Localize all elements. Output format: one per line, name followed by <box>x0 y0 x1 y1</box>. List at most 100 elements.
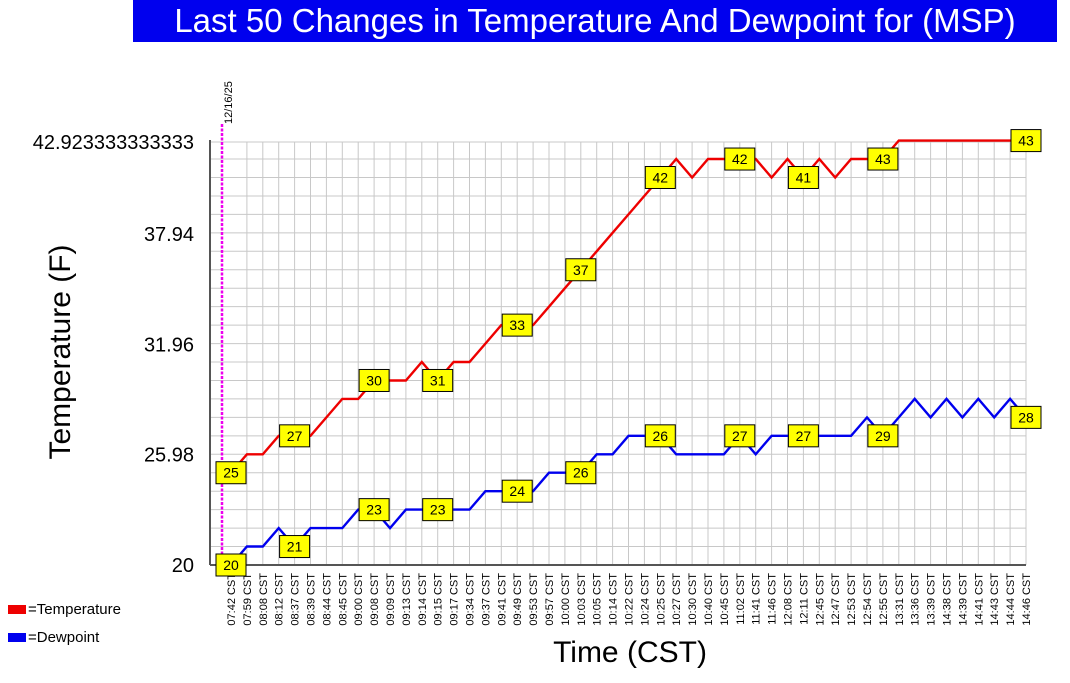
data-label-box <box>644 424 676 448</box>
y-axis-label: Temperature (F) <box>44 244 77 459</box>
x-tick-label: 09:08 CST <box>369 573 381 626</box>
x-tick-label: 08:44 CST <box>321 573 333 626</box>
data-label-box <box>787 165 819 189</box>
x-tick-label: 12:53 CST <box>846 573 858 626</box>
data-label-text: 42 <box>732 151 748 167</box>
x-tick-label: 09:57 CST <box>544 573 556 626</box>
data-label-box <box>501 479 533 503</box>
x-tick-label: 08:08 CST <box>258 573 270 626</box>
data-label-text: 43 <box>1018 133 1034 149</box>
y-tick-label: 31.96 <box>144 334 194 356</box>
x-tick-label: 11:41 CST <box>751 573 763 625</box>
x-tick-label: 11:02 CST <box>735 573 747 625</box>
data-label-text: 42 <box>653 169 669 185</box>
x-tick-label: 09:41 CST <box>496 573 508 626</box>
data-label-box <box>787 424 819 448</box>
y-tick-label: 20 <box>172 555 194 577</box>
data-label-temperature: 43 <box>867 147 899 171</box>
chart-axes <box>209 140 1026 566</box>
x-tick-label: 09:09 CST <box>385 573 397 626</box>
x-tick-label: 10:05 CST <box>592 573 604 626</box>
y-tick-label: 37.94 <box>144 224 194 246</box>
x-tick-label: 13:31 CST <box>894 573 906 626</box>
x-tick-label: 09:00 CST <box>353 573 365 626</box>
data-label-temperature: 37 <box>565 258 597 282</box>
data-label-dewpoint: 28 <box>1010 405 1042 429</box>
x-tick-label: 10:30 CST <box>687 573 699 626</box>
x-tick-label: 13:39 CST <box>926 573 938 626</box>
x-tick-label: 10:03 CST <box>576 573 588 626</box>
x-tick-label: 09:34 CST <box>465 573 477 626</box>
data-label-box <box>1010 405 1042 429</box>
x-tick-label: 12:55 CST <box>878 573 890 626</box>
series-line-temperature <box>230 139 1026 474</box>
data-label-dewpoint: 20 <box>215 553 247 577</box>
data-label-text: 23 <box>366 502 382 518</box>
x-tick-label: 14:43 CST <box>989 573 1001 626</box>
data-label-box <box>724 424 756 448</box>
chart-grid <box>210 141 1027 565</box>
x-axis-ticks: 07:42 CST 07:59 CST 08:08 CST 08:12 CST 08:3… <box>226 573 1033 626</box>
data-label-text: 28 <box>1018 409 1034 425</box>
data-label-box <box>867 147 899 171</box>
x-tick-label: 10:27 CST <box>671 573 683 626</box>
data-label-box <box>422 498 454 522</box>
data-label-temperature: 31 <box>422 368 454 392</box>
y-tick-label: 42.923333333333 <box>33 132 194 154</box>
x-tick-label: 10:25 CST <box>655 573 667 626</box>
data-label-box <box>215 461 247 485</box>
data-label-text: 20 <box>223 557 239 573</box>
x-tick-label: 09:37 CST <box>480 573 492 626</box>
x-tick-label: 09:14 CST <box>417 573 429 626</box>
data-label-box <box>565 258 597 282</box>
data-label-dewpoint: 21 <box>279 535 311 559</box>
data-label-temperature: 33 <box>501 313 533 337</box>
data-label-text: 30 <box>366 372 382 388</box>
data-label-temperature: 41 <box>787 165 819 189</box>
data-label-text: 41 <box>796 169 812 185</box>
x-tick-label: 11:46 CST <box>767 573 779 625</box>
data-label-text: 31 <box>430 372 446 388</box>
data-label-box <box>867 424 899 448</box>
data-label-text: 27 <box>287 428 303 444</box>
data-label-text: 26 <box>573 465 589 481</box>
chart-title: Last 50 Changes in Temperature And Dewpo… <box>133 0 1057 42</box>
date-marker-label: 12/16/25 <box>223 81 235 124</box>
data-labels: 25 27 30 31 33 37 42 42 41 43 43 20 21 23 23 24 26 26 27 27… <box>215 129 1042 577</box>
x-tick-label: 14:39 CST <box>957 573 969 626</box>
x-tick-label: 10:14 CST <box>608 573 620 626</box>
data-label-dewpoint: 26 <box>565 461 597 485</box>
data-label-box <box>422 368 454 392</box>
data-label-text: 29 <box>875 428 891 444</box>
x-tick-label: 14:44 CST <box>1005 573 1017 626</box>
data-label-dewpoint: 23 <box>358 498 390 522</box>
x-tick-label: 09:17 CST <box>449 573 461 626</box>
data-label-box <box>565 461 597 485</box>
data-label-text: 43 <box>875 151 891 167</box>
x-tick-label: 07:59 CST <box>242 573 254 626</box>
x-tick-label: 10:00 CST <box>560 573 572 626</box>
x-tick-label: 08:12 CST <box>274 573 286 626</box>
legend-item-dewpoint: =Dewpoint <box>8 629 99 646</box>
data-label-text: 24 <box>509 483 525 499</box>
data-label-text: 21 <box>287 539 303 555</box>
x-tick-label: 14:46 CST <box>1021 573 1033 626</box>
data-label-box <box>279 424 311 448</box>
data-label-box <box>501 313 533 337</box>
legend-item-temperature: =Temperature <box>8 601 121 618</box>
x-tick-label: 08:37 CST <box>290 573 302 626</box>
x-tick-label: 12:45 CST <box>814 573 826 626</box>
data-label-temperature: 42 <box>644 165 676 189</box>
data-label-dewpoint: 27 <box>787 424 819 448</box>
x-tick-label: 12:11 CST <box>798 573 810 625</box>
dewpoint-swatch <box>8 633 26 642</box>
data-label-text: 25 <box>223 465 239 481</box>
data-label-box <box>1010 129 1042 153</box>
data-label-temperature: 25 <box>215 461 247 485</box>
x-tick-label: 10:40 CST <box>703 573 715 626</box>
x-tick-label: 08:39 CST <box>306 573 318 626</box>
x-axis-label: Time (CST) <box>553 636 707 669</box>
x-tick-label: 07:42 CST <box>226 573 238 626</box>
x-tick-label: 12:08 CST <box>783 573 795 626</box>
